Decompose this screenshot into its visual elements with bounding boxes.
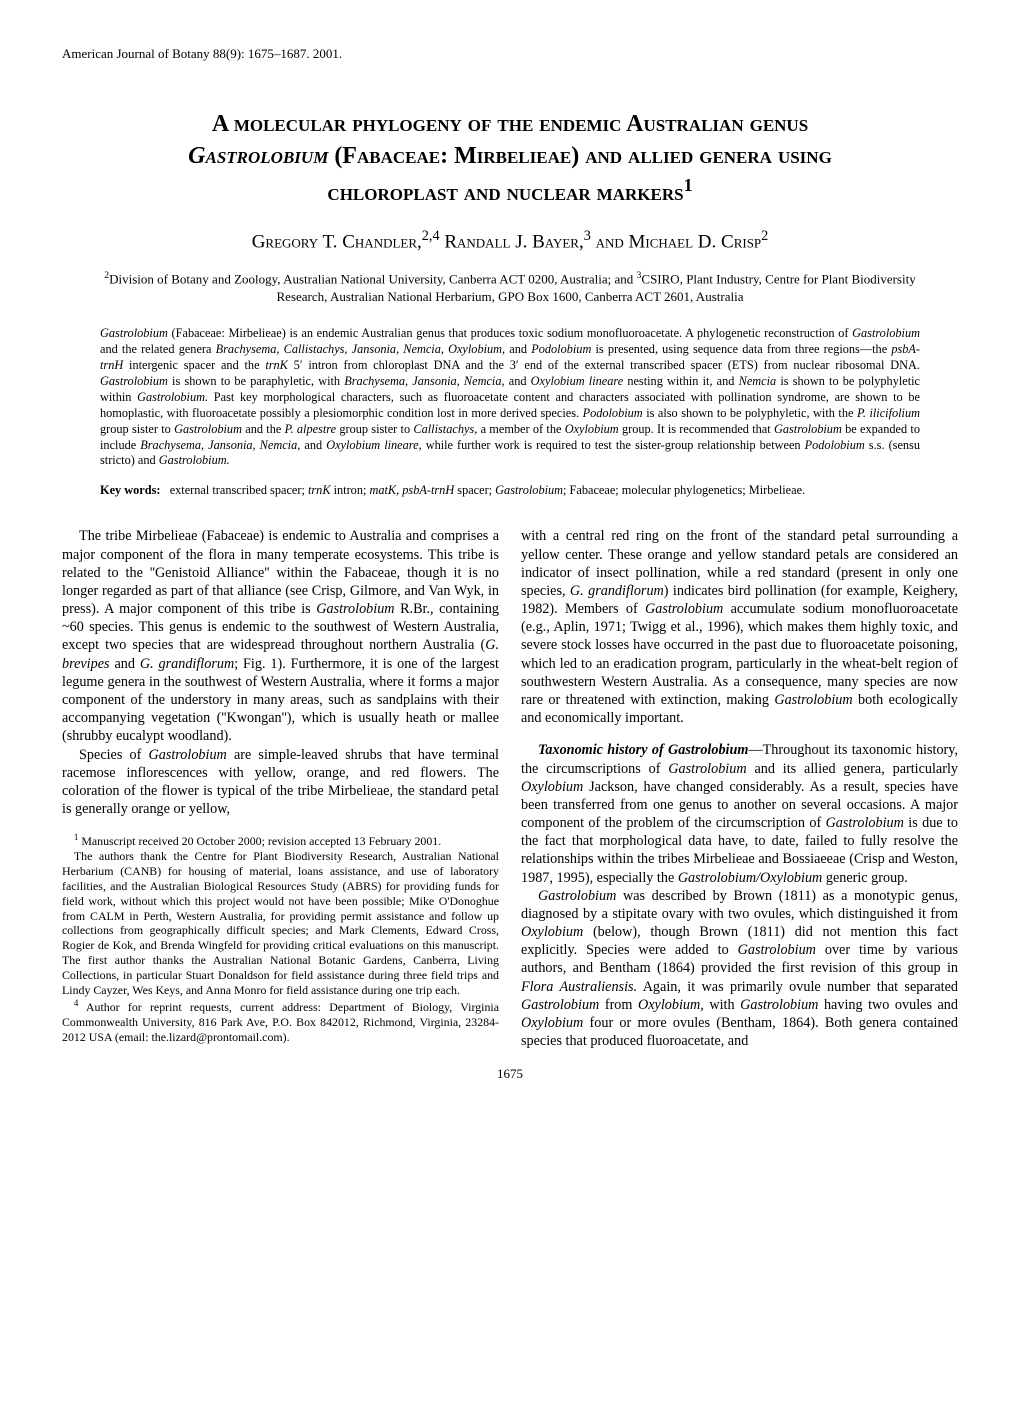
keywords-text: external transcribed spacer; trnK intron… [170, 483, 805, 497]
body-para-5: Gastrolobium was described by Brown (181… [521, 887, 958, 1051]
footnote-3: 4 Author for reprint requests, current a… [62, 998, 499, 1045]
footnotes: 1 Manuscript received 20 October 2000; r… [62, 832, 499, 1044]
body-para-3: with a central red ring on the front of … [521, 527, 958, 727]
body-para-1: The tribe Mirbelieae (Fabaceae) is endem… [62, 527, 499, 745]
body-para-4: Taxonomic history of Gastrolobium—Throug… [521, 741, 958, 886]
keywords-label: Key words: [100, 483, 160, 497]
keywords: Key words: external transcribed spacer; … [100, 483, 920, 499]
page-number: 1675 [62, 1066, 958, 1082]
abstract: Gastrolobium (Fabaceae: Mirbelieae) is a… [100, 326, 920, 470]
article-title: A molecular phylogeny of the endemic Aus… [140, 108, 880, 209]
affiliations: 2Division of Botany and Zoology, Austral… [100, 269, 920, 305]
authors-line: Gregory T. Chandler,2,4 Randall J. Bayer… [62, 227, 958, 255]
footnote-1: 1 Manuscript received 20 October 2000; r… [62, 832, 499, 849]
footnote-2: The authors thank the Centre for Plant B… [62, 849, 499, 998]
body-columns: The tribe Mirbelieae (Fabaceae) is endem… [62, 527, 958, 1050]
journal-header: American Journal of Botany 88(9): 1675–1… [62, 46, 958, 62]
body-para-2: Species of Gastrolobium are simple-leave… [62, 746, 499, 819]
